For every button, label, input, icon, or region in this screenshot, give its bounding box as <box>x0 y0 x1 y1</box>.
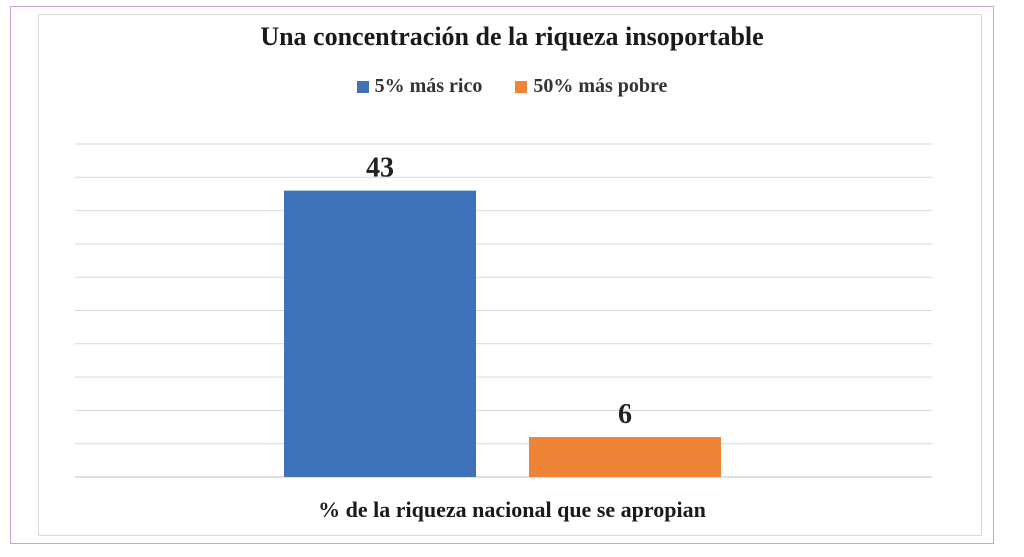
legend-label-poor: 50% más pobre <box>533 75 668 97</box>
legend-swatch-poor <box>515 80 528 93</box>
legend-label-rich: 5% más rico <box>374 75 483 97</box>
chart-title: Una concentración de la riqueza insoport… <box>260 22 764 51</box>
legend-item-rich: 5% más rico <box>356 75 483 98</box>
legend-swatch-rich <box>356 80 369 93</box>
data-label-rich: 43 <box>366 153 394 184</box>
bar-rich <box>284 190 476 477</box>
x-axis-label: % de la riqueza nacional que se apropian <box>318 497 706 522</box>
legend: 5% más rico 50% más pobre <box>0 75 1024 99</box>
chart-area <box>38 14 982 536</box>
outer-frame <box>10 6 994 544</box>
bar-poor <box>529 437 721 477</box>
data-label-poor: 6 <box>618 399 632 430</box>
legend-item-poor: 50% más pobre <box>515 75 667 98</box>
